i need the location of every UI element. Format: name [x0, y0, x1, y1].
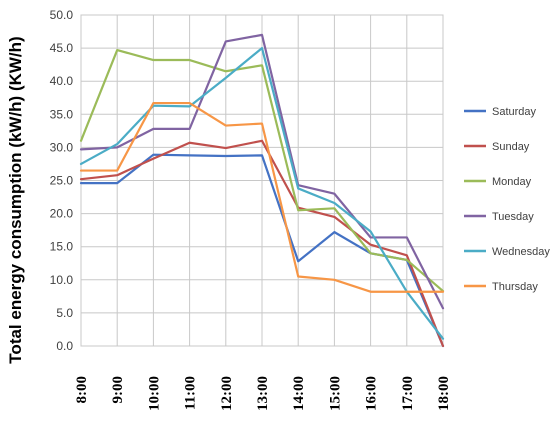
- legend-label: Thursday: [492, 281, 538, 293]
- x-tick-label: 14:00: [291, 376, 307, 411]
- x-tick-label: 16:00: [364, 376, 380, 411]
- x-tick-label: 11:00: [183, 376, 199, 410]
- legend-label: Wednesday: [492, 246, 550, 258]
- y-tick-label: 25.0: [50, 174, 74, 188]
- y-tick-label: 35.0: [50, 107, 74, 121]
- x-tick-label: 15:00: [327, 376, 343, 411]
- series-line-monday: [79, 48, 445, 293]
- legend-label: Sunday: [492, 141, 530, 153]
- legend-label: Saturday: [492, 106, 537, 118]
- y-axis-label: Total energy consumption (kW/h) (KW/h): [6, 36, 25, 363]
- x-tick-label: 18:00: [436, 376, 452, 411]
- y-tick-label: 15.0: [50, 240, 74, 254]
- y-tick-label: 40.0: [50, 74, 74, 88]
- legend: Saturday Sunday Monday Tuesday Wednesday Thur…: [464, 106, 550, 293]
- legend-item-thursday: Thursday: [464, 281, 538, 293]
- y-tick-label: 45.0: [50, 41, 74, 55]
- legend-item-tuesday: Tuesday: [464, 211, 534, 223]
- series-lines: [79, 33, 445, 348]
- x-tick-label: 17:00: [400, 376, 416, 411]
- series-line-sunday: [79, 139, 445, 348]
- x-tick-label: 12:00: [219, 376, 235, 411]
- series-line-thursday: [79, 101, 445, 293]
- legend-label: Monday: [492, 176, 532, 188]
- y-tick-label: 20.0: [50, 207, 74, 221]
- y-tick-label: 10.0: [50, 273, 74, 287]
- x-tick-label: 10:00: [146, 376, 162, 411]
- x-tick-label: 13:00: [255, 376, 271, 411]
- legend-item-sunday: Sunday: [464, 141, 530, 153]
- plot-area: [80, 14, 444, 347]
- y-tick-labels: 0.0 5.0 10.0 15.0 20.0 25.0 30.0 35.0 40.0 45.0 50…: [50, 8, 74, 353]
- series-line-wednesday: [79, 46, 445, 340]
- legend-item-wednesday: Wednesday: [464, 246, 550, 258]
- y-tick-label: 0.0: [56, 339, 73, 353]
- y-tick-label: 5.0: [56, 306, 73, 320]
- legend-label: Tuesday: [492, 211, 534, 223]
- y-tick-label: 30.0: [50, 140, 74, 154]
- x-tick-label: 8:00: [74, 376, 90, 404]
- legend-item-monday: Monday: [464, 176, 532, 188]
- legend-item-saturday: Saturday: [464, 106, 537, 118]
- y-tick-label: 50.0: [50, 8, 74, 22]
- x-tick-label: 9:00: [110, 376, 126, 404]
- series-line-tuesday: [79, 33, 445, 310]
- x-tick-labels: 8:00 9:00 10:00 11:00 12:00 13:00 14:00 15:00 16…: [74, 376, 452, 411]
- axes: [80, 14, 444, 347]
